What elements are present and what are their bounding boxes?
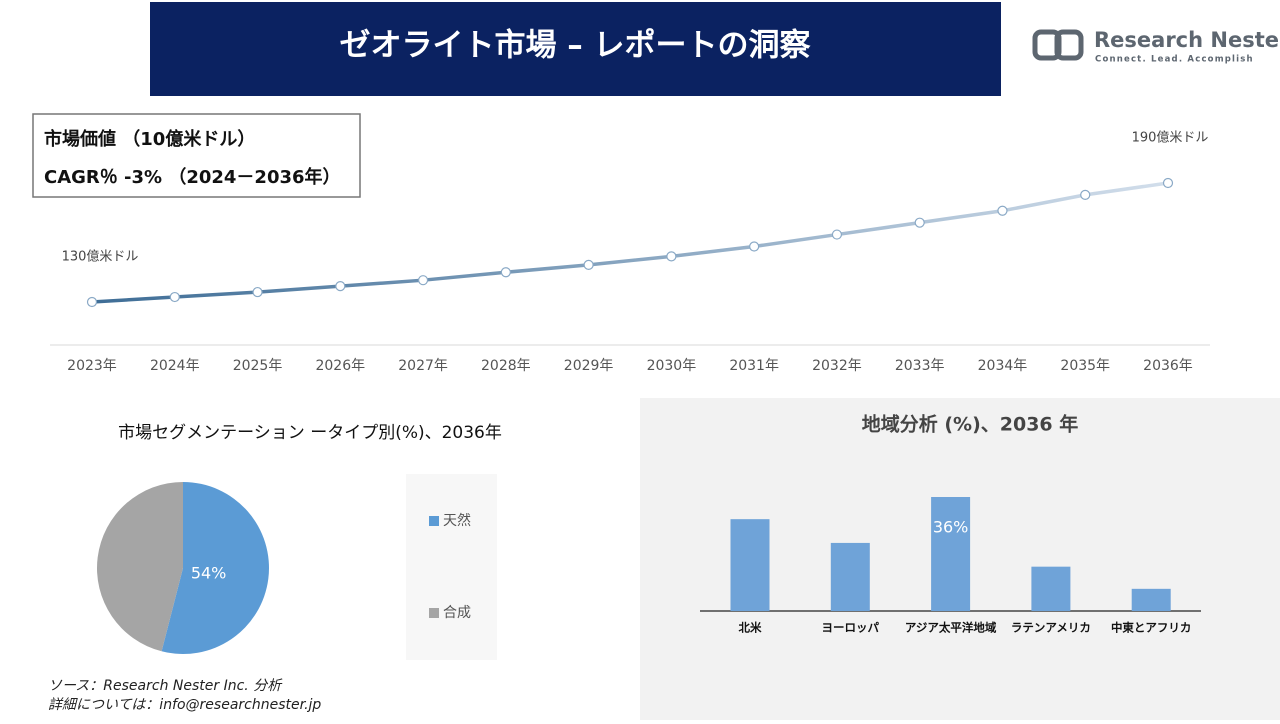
x-tick-label: 2036年 [1143, 358, 1193, 374]
point [583, 259, 594, 271]
point [335, 281, 346, 292]
point [86, 296, 98, 308]
x-tick-label: 2023年 [67, 358, 117, 374]
logo-tagline: Connect. Lead. Accomplish [1095, 55, 1254, 65]
info-box [32, 113, 361, 198]
line [91, 181, 1169, 304]
x-tick-label: 2032年 [812, 358, 862, 374]
point [500, 267, 511, 278]
bar [931, 497, 971, 611]
x-tick-label: ヨーロッパ [822, 621, 880, 635]
bar-title: 地域分析 (%)、2036 年 [862, 413, 1079, 436]
point [831, 229, 843, 240]
point [914, 217, 925, 228]
point [169, 291, 180, 303]
bar [830, 542, 870, 611]
x-tick-label: 2029年 [564, 358, 614, 374]
legend-swatch [429, 608, 439, 618]
x-tick-label: 2027年 [398, 358, 448, 374]
point [1162, 177, 1174, 189]
point [1080, 189, 1091, 200]
x-tick-label: 2030年 [647, 358, 697, 374]
x-tick-label: 北米 [739, 621, 762, 635]
data-label: 36% [933, 518, 969, 537]
source: ソース：Research Nester Inc. 分析 [48, 678, 283, 694]
logo: Research Nester Connect. Lead. Accomplis… [1032, 28, 1280, 65]
point [997, 205, 1008, 216]
pie-title: 市場セグメンテーション ータイプ別(%)、2036年 [118, 423, 502, 443]
point [252, 286, 263, 298]
x-tick-label: 2033年 [895, 358, 945, 374]
bar [1131, 588, 1171, 611]
data-label: 190億米ドル [1132, 130, 1209, 146]
bar [1031, 566, 1071, 611]
market-value: 市場価値 （10億米ドル） [44, 128, 255, 150]
logo-name: Research Nester [1094, 28, 1280, 52]
x-tick-label: 中東とアフリカ [1111, 621, 1192, 635]
x-tick-label: 2025年 [233, 358, 283, 374]
x-tick-label: アジア太平洋地域 [905, 621, 997, 635]
x-tick-label: 2028年 [481, 358, 531, 374]
x-tick-label: 2024年 [150, 358, 200, 374]
x-tick-label: 2026年 [315, 358, 365, 374]
pie-slice [161, 482, 269, 654]
logo-icon [1054, 29, 1084, 61]
legend-label: 合成 [443, 605, 471, 621]
data-label: 130億米ドル [62, 249, 139, 265]
bar [730, 519, 770, 611]
legend-label: 天然 [443, 512, 471, 529]
x-tick-label: 2031年 [729, 358, 779, 374]
cagr: CAGR％ -3% （2024－2036年） [44, 166, 341, 188]
legend-swatch [429, 516, 439, 526]
contact: 詳細については：info@researchnester.jp [48, 697, 321, 713]
x-tick-label: ラテンアメリカ [1011, 621, 1091, 635]
x-tick-label: 2035年 [1060, 358, 1110, 374]
legend-box [406, 474, 497, 660]
header-banner [150, 2, 1001, 96]
point [666, 251, 677, 262]
point [417, 275, 429, 286]
point [749, 241, 760, 252]
x-tick-label: 2034年 [978, 358, 1028, 374]
page-title: ゼオライト市場 – レポートの洞察 [339, 28, 811, 64]
pie-slice [96, 482, 183, 652]
data-label: 54% [191, 564, 227, 583]
